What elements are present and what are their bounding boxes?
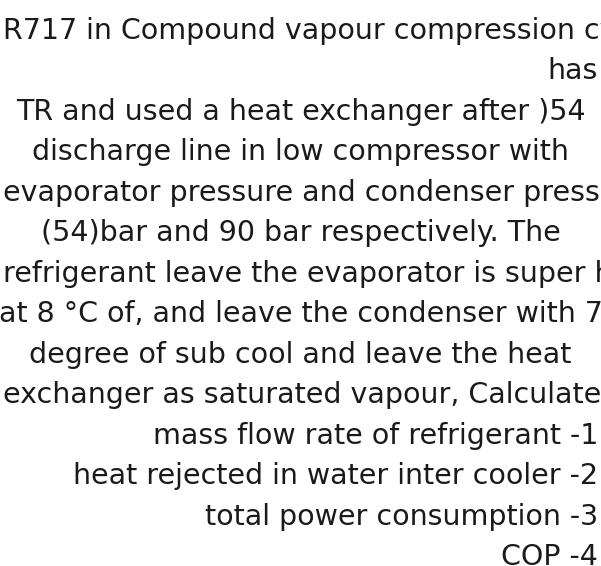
Text: TR and used a heat exchanger after )54: TR and used a heat exchanger after )54 [16, 98, 585, 126]
Text: at 8 °C of, and leave the condenser with 7: at 8 °C of, and leave the condenser with… [0, 301, 601, 328]
Text: heat rejected in water inter cooler -2: heat rejected in water inter cooler -2 [73, 462, 598, 490]
Text: mass flow rate of refrigerant -1: mass flow rate of refrigerant -1 [153, 422, 598, 450]
Text: exchanger as saturated vapour, Calculate: exchanger as saturated vapour, Calculate [3, 381, 601, 409]
Text: COP -4: COP -4 [501, 543, 598, 566]
Text: discharge line in low compressor with: discharge line in low compressor with [32, 139, 569, 166]
Text: total power consumption -3: total power consumption -3 [205, 503, 598, 531]
Text: has: has [548, 58, 598, 85]
Text: R717 in Compound vapour compression cycle: R717 in Compound vapour compression cycl… [3, 17, 601, 45]
Text: refrigerant leave the evaporator is super heat: refrigerant leave the evaporator is supe… [3, 260, 601, 288]
Text: evaporator pressure and condenser pressure: evaporator pressure and condenser pressu… [3, 179, 601, 207]
Text: degree of sub cool and leave the heat: degree of sub cool and leave the heat [29, 341, 572, 369]
Text: (54)​bar and 90 bar respectively. The: (54)​bar and 90 bar respectively. The [41, 220, 560, 247]
